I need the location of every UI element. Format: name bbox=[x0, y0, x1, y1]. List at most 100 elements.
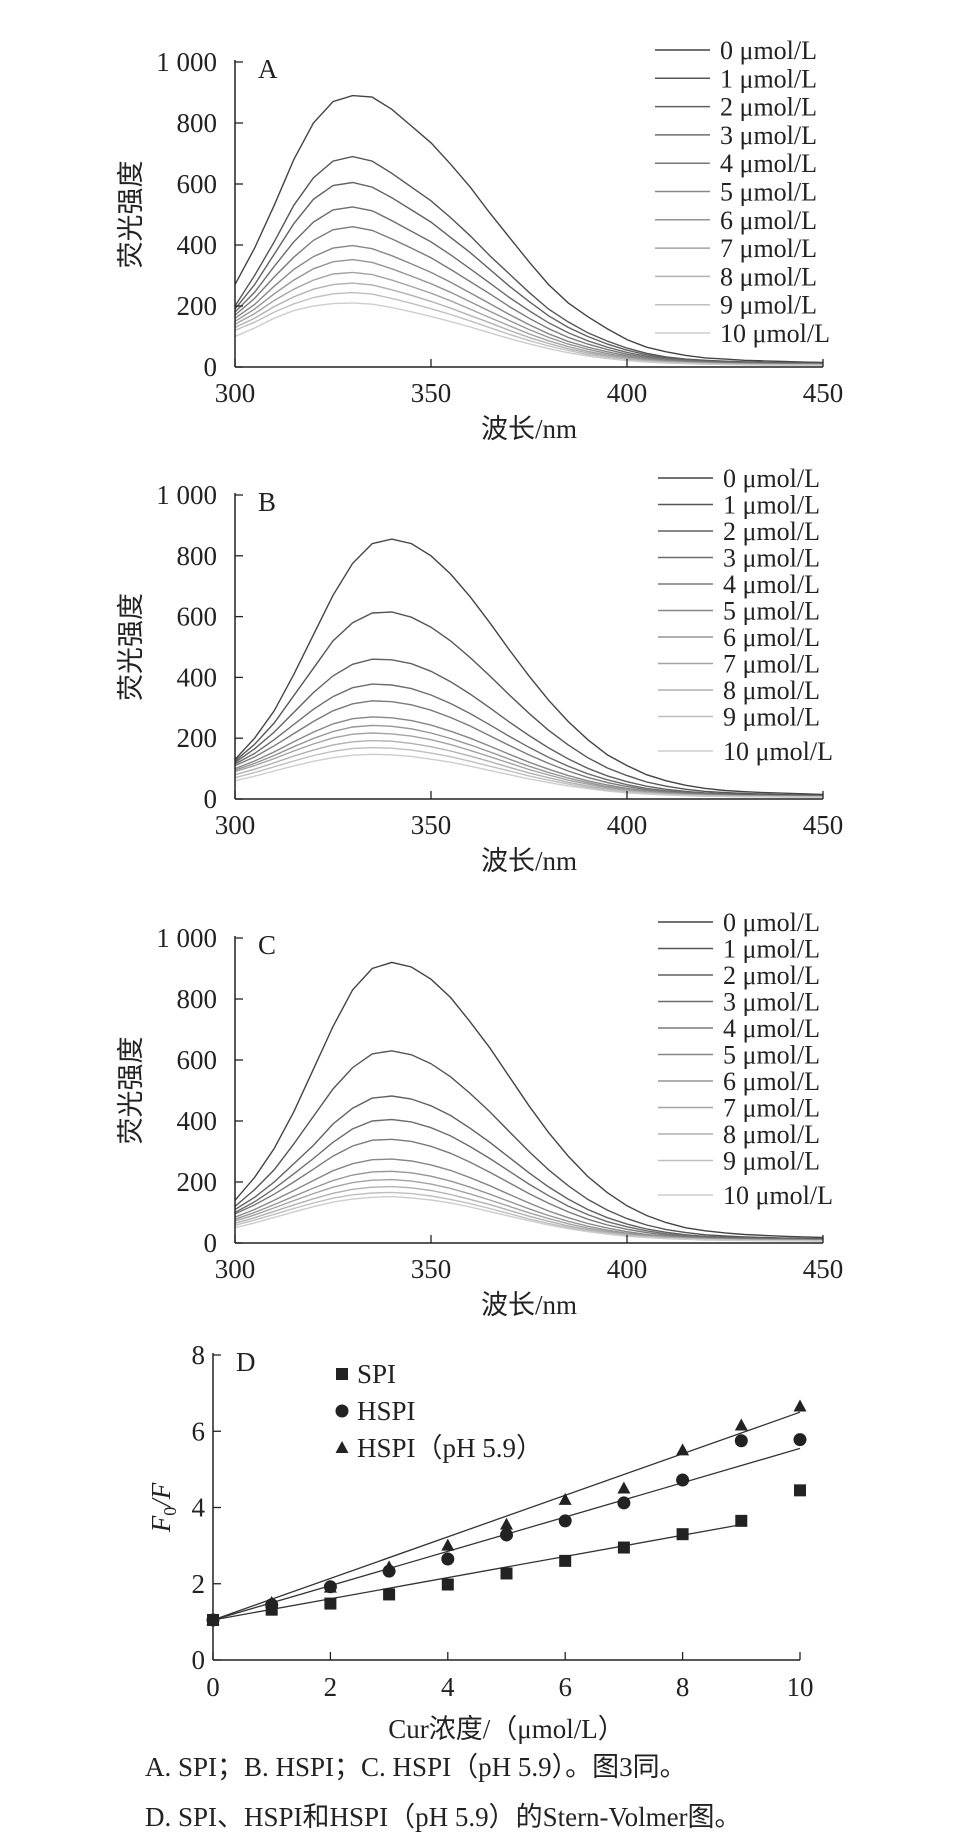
panel-c-legend-label-5: 5 μmol/L bbox=[723, 1041, 820, 1070]
panel-b-label: B bbox=[258, 487, 276, 517]
panel-b-y-tick-label-5: 1 000 bbox=[156, 480, 217, 510]
panel-d-point-2-4 bbox=[441, 1538, 455, 1551]
panel-d-point-1-6 bbox=[558, 1514, 572, 1528]
panel-b-x-tick-label-3: 450 bbox=[803, 810, 844, 840]
panel-d-legend-marker-1 bbox=[335, 1404, 349, 1418]
panel-b-y-axis-label: 荧光强度 bbox=[116, 593, 146, 701]
panel-c-x-tick-label-2: 400 bbox=[607, 1254, 648, 1284]
panel-d-x-tick-label-1: 2 bbox=[324, 1672, 338, 1702]
panel-c-legend-label-2: 2 μmol/L bbox=[723, 961, 820, 990]
panel-b-legend-label-4: 4 μmol/L bbox=[723, 570, 820, 599]
panel-d-point-2-7 bbox=[617, 1481, 631, 1494]
panel-d-point-1-4 bbox=[441, 1552, 455, 1566]
panel-d-point-2-6 bbox=[558, 1492, 572, 1505]
panel-c-y-tick-label-1: 200 bbox=[177, 1167, 218, 1197]
panel-d-fit-line-0 bbox=[212, 1524, 742, 1621]
panel-d-point-1-10 bbox=[793, 1433, 807, 1447]
panel-c-x-tick-label-0: 300 bbox=[215, 1254, 256, 1284]
panel-c-legend-label-3: 3 μmol/L bbox=[723, 988, 820, 1017]
panel-a-legend-label-10: 10 μmol/L bbox=[720, 319, 830, 348]
panel-d-point-1-5 bbox=[500, 1528, 513, 1542]
panel-c-series-0 bbox=[234, 961, 824, 1239]
panel-c-legend-label-10: 10 μmol/L bbox=[723, 1181, 833, 1210]
panel-a-x-tick-label-1: 350 bbox=[411, 378, 452, 408]
panel-b-legend-label-0: 0 μmol/L bbox=[723, 464, 820, 493]
panel-a-legend-label-6: 6 μmol/L bbox=[720, 206, 817, 235]
panel-a-y-tick-label-0: 0 bbox=[204, 352, 218, 382]
panel-d-point-2-5 bbox=[500, 1517, 513, 1530]
panel-a-legend-label-4: 4 μmol/L bbox=[720, 149, 817, 178]
panel-c-x-axis-label: 波长/nm bbox=[481, 1290, 577, 1320]
panel-d-point-1-9 bbox=[734, 1434, 748, 1448]
panel-c-legend-label-0: 0 μmol/L bbox=[723, 908, 820, 937]
panel-d-point-2-1 bbox=[265, 1595, 279, 1608]
panel-d-x-axis-label: Cur浓度/（μmol/L） bbox=[388, 1714, 624, 1744]
panel-d-point-0-6 bbox=[559, 1554, 572, 1567]
panel-b-legend-label-6: 6 μmol/L bbox=[723, 623, 820, 652]
panel-d-legend-marker-0 bbox=[336, 1368, 348, 1380]
panel-c-y-tick-label-0: 0 bbox=[204, 1228, 218, 1258]
panel-d-legend-marker-2 bbox=[335, 1441, 349, 1453]
panel-a-y-tick-label-2: 400 bbox=[177, 230, 218, 260]
panel-b-series-1 bbox=[234, 611, 824, 797]
panel-a-legend-label-2: 2 μmol/L bbox=[720, 93, 817, 122]
panel-d-point-1-7 bbox=[617, 1496, 631, 1510]
panel-b-legend-label-7: 7 μmol/L bbox=[723, 650, 820, 679]
panel-a-x-axis-label: 波长/nm bbox=[481, 414, 577, 444]
panel-d-point-0-5 bbox=[500, 1567, 513, 1580]
panel-d-point-2-9 bbox=[734, 1418, 748, 1431]
caption-line-1: A. SPI；B. HSPI；C. HSPI（pH 5.9）。图3同。 bbox=[145, 1752, 687, 1782]
panel-d-legend-label-1: HSPI bbox=[357, 1396, 416, 1426]
panel-c-series-1 bbox=[234, 1050, 824, 1240]
panel-d-y-tick-label-4: 8 bbox=[192, 1340, 206, 1370]
panel-d-legend-label-0: SPI bbox=[357, 1359, 396, 1389]
panel-d-point-2-3 bbox=[382, 1560, 396, 1573]
panel-a-series-10 bbox=[234, 302, 824, 367]
panel-d-fit-line-2 bbox=[212, 1411, 801, 1621]
panel-a-legend-label-1: 1 μmol/L bbox=[720, 64, 817, 93]
panel-d-point-1-8 bbox=[676, 1473, 690, 1487]
panel-a-x-tick-label-3: 450 bbox=[803, 378, 844, 408]
panel-b-y-tick-label-1: 200 bbox=[177, 723, 218, 753]
panel-d-x-tick-label-5: 10 bbox=[787, 1672, 814, 1702]
panel-b-x-tick-label-1: 350 bbox=[411, 810, 452, 840]
panel-b-y-tick-label-3: 600 bbox=[177, 602, 218, 632]
panel-c-legend-label-6: 6 μmol/L bbox=[723, 1067, 820, 1096]
panel-d-point-0-8 bbox=[676, 1528, 689, 1541]
panel-d-label: D bbox=[236, 1347, 256, 1377]
panel-d-y-tick-label-3: 6 bbox=[192, 1416, 206, 1446]
panel-a-y-tick-label-1: 200 bbox=[177, 291, 218, 321]
panel-c-x-tick-label-1: 350 bbox=[411, 1254, 452, 1284]
panel-d-point-0-10 bbox=[794, 1484, 806, 1497]
panel-c-y-tick-label-5: 1 000 bbox=[156, 923, 217, 953]
panel-c-legend-label-4: 4 μmol/L bbox=[723, 1014, 820, 1043]
panel-d-x-tick-label-4: 8 bbox=[676, 1672, 690, 1702]
panel-c-y-tick-label-3: 600 bbox=[177, 1045, 218, 1075]
panel-d-point-0-2 bbox=[324, 1597, 337, 1610]
panel-d-y-tick-label-2: 4 bbox=[192, 1493, 206, 1523]
panel-b-legend-label-3: 3 μmol/L bbox=[723, 544, 820, 573]
panel-b-legend-label-2: 2 μmol/L bbox=[723, 517, 820, 546]
panel-b-legend-label-1: 1 μmol/L bbox=[723, 491, 820, 520]
panel-b-y-tick-label-0: 0 bbox=[204, 784, 218, 814]
panel-b-x-tick-label-2: 400 bbox=[607, 810, 648, 840]
panel-a-legend-label-0: 0 μmol/L bbox=[720, 36, 817, 65]
panel-c-label: C bbox=[258, 930, 276, 960]
panel-c-y-axis-label: 荧光强度 bbox=[116, 1037, 146, 1145]
panel-d-legend-label-2: HSPI（pH 5.9） bbox=[357, 1433, 543, 1463]
panel-d-y-tick-label-1: 2 bbox=[192, 1569, 206, 1599]
panel-d-y-axis-label: F0/F bbox=[146, 1482, 180, 1533]
panel-c-legend-label-8: 8 μmol/L bbox=[723, 1120, 820, 1149]
panel-a-y-axis-label: 荧光强度 bbox=[116, 161, 146, 269]
panel-d-point-0-9 bbox=[735, 1514, 748, 1527]
panel-a-legend-label-5: 5 μmol/L bbox=[720, 178, 817, 207]
panel-c-legend-label-1: 1 μmol/L bbox=[723, 935, 820, 964]
panel-a-legend-label-9: 9 μmol/L bbox=[720, 291, 817, 320]
panel-a-y-tick-label-5: 1 000 bbox=[156, 47, 217, 77]
panel-a-legend-label-7: 7 μmol/L bbox=[720, 234, 817, 263]
panel-d-point-2-8 bbox=[676, 1443, 690, 1456]
panel-d-point-0-7 bbox=[617, 1541, 630, 1554]
panel-c-y-tick-label-2: 400 bbox=[177, 1106, 218, 1136]
panel-b-x-axis-label: 波长/nm bbox=[481, 846, 577, 876]
panel-b-x-tick-label-0: 300 bbox=[215, 810, 256, 840]
